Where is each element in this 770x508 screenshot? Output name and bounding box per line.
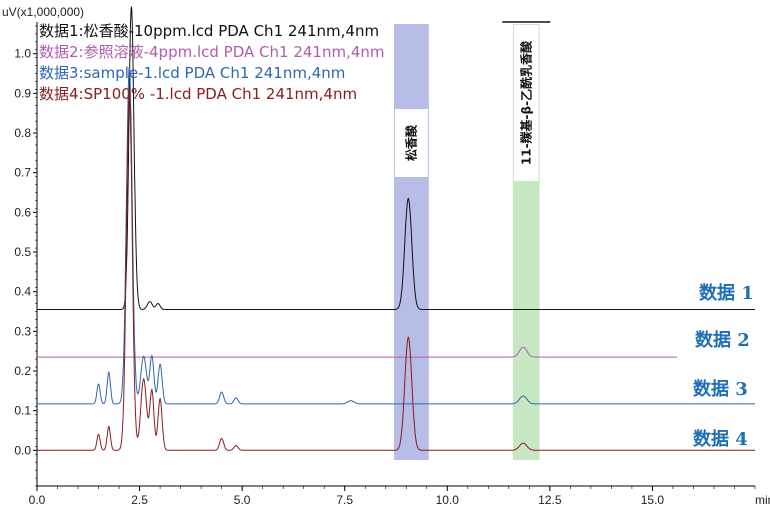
y-tick-label-8: 0.8 [14, 126, 31, 140]
x-tick-label-1: 2.5 [131, 493, 148, 507]
y-tick-label-10: 1.0 [14, 47, 31, 61]
x-tick-label-5: 12.5 [538, 493, 562, 507]
y-unit-label: uV(x1,000,000) [2, 5, 84, 19]
band-label-1: 11-羰基-β-乙酰乳香酸 [518, 40, 533, 165]
series-side-label-2: 数据 2 [695, 329, 750, 351]
y-tick-label-7: 0.7 [14, 166, 31, 180]
band-label-0: 松香酸 [403, 124, 418, 161]
axes-layer: 0.0 0.1 0.2 0.3 0.4 0.5 0.6 0.7 0.8 0.9 1.0 0.0 2.5 5… [2, 5, 770, 507]
y-tick-label-2: 0.2 [14, 364, 31, 378]
series-line-3 [37, 66, 755, 405]
y-tick-label-5: 0.5 [14, 245, 31, 259]
y-tick-label-0: 0.0 [14, 443, 31, 457]
series-side-label-1: 数据 1 [699, 282, 754, 304]
series-layer [37, 6, 755, 451]
x-tick-label-4: 10.0 [436, 493, 460, 507]
y-tick-label-4: 0.4 [14, 285, 31, 299]
y-tick-label-9: 0.9 [14, 86, 31, 100]
bands-layer: 松香酸 11-羰基-β-乙酰乳香酸 [393, 21, 551, 460]
series-line-1 [37, 6, 755, 310]
band-label-box-0 [394, 109, 428, 177]
y-tick-label-6: 0.6 [14, 205, 31, 219]
legend-entry-4: 数据4:SP100% -1.lcd PDA Ch1 241nm,4nm [39, 85, 357, 103]
y-tick-label-3: 0.3 [14, 324, 31, 338]
x-tick-label-3: 7.5 [336, 493, 353, 507]
legend-entry-3: 数据3:sample-1.lcd PDA Ch1 241nm,4nm [39, 64, 345, 82]
band-label-box-1 [513, 25, 539, 181]
y-tick-label-1: 0.1 [14, 404, 31, 418]
legend-entry-1: 数据1:松香酸-10ppm.lcd PDA Ch1 241nm,4nm [39, 22, 379, 40]
series-line-4 [37, 93, 755, 451]
x-tick-label-6: 15.0 [641, 493, 665, 507]
labels-layer: 数据 1 数据 2 数据 3 数据 4 [693, 282, 754, 450]
legend-layer: 数据1:松香酸-10ppm.lcd PDA Ch1 241nm,4nm 数据2:参… [39, 22, 385, 103]
legend-entry-2: 数据2:参照溶液-4ppm.lcd PDA Ch1 241nm,4nm [39, 43, 385, 61]
x-tick-label-0: 0.0 [29, 493, 46, 507]
series-side-label-3: 数据 3 [693, 378, 748, 400]
x-unit-label: min [755, 493, 770, 507]
series-side-label-4: 数据 4 [693, 428, 748, 450]
x-tick-label-2: 5.0 [234, 493, 251, 507]
series-line-2 [37, 346, 677, 358]
